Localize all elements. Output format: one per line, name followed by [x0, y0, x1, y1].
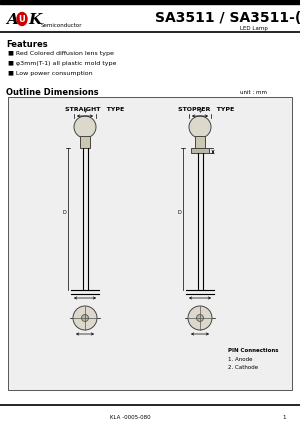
- Text: LED Lamp: LED Lamp: [240, 26, 268, 31]
- Text: KLA -0005-080: KLA -0005-080: [110, 415, 151, 420]
- Text: Semiconductor: Semiconductor: [41, 23, 82, 28]
- Circle shape: [82, 315, 88, 321]
- Text: Outline Dimensions: Outline Dimensions: [6, 88, 99, 97]
- Ellipse shape: [17, 12, 27, 25]
- Circle shape: [73, 306, 97, 330]
- Text: D: D: [62, 210, 66, 215]
- Bar: [195, 136, 205, 148]
- Text: STOPPER   TYPE: STOPPER TYPE: [178, 107, 234, 112]
- Text: unit : mm: unit : mm: [240, 90, 267, 95]
- Text: A: A: [6, 13, 18, 27]
- Text: 1. Anode: 1. Anode: [228, 357, 253, 362]
- Text: SA3511 / SA3511-(B): SA3511 / SA3511-(B): [155, 11, 300, 25]
- Bar: [80, 136, 90, 148]
- Text: K: K: [28, 13, 41, 27]
- Text: φ: φ: [83, 108, 87, 113]
- Text: ■ Red Colored diffusion lens type: ■ Red Colored diffusion lens type: [8, 51, 114, 56]
- Circle shape: [188, 306, 212, 330]
- Text: ■ Low power consumption: ■ Low power consumption: [8, 71, 93, 76]
- Text: D: D: [177, 210, 181, 215]
- Text: STRAIGHT   TYPE: STRAIGHT TYPE: [65, 107, 124, 112]
- Bar: [0, 0, 300, 4]
- Text: φ: φ: [198, 108, 202, 113]
- Text: ■ φ3mm(T-1) all plastic mold type: ■ φ3mm(T-1) all plastic mold type: [8, 61, 116, 66]
- Bar: [191, 148, 209, 153]
- Bar: [8, 97, 292, 390]
- Circle shape: [196, 315, 203, 321]
- Circle shape: [189, 116, 211, 138]
- Circle shape: [74, 116, 96, 138]
- Text: U: U: [19, 14, 26, 23]
- Text: Features: Features: [6, 40, 48, 49]
- Text: PIN Connections: PIN Connections: [228, 348, 278, 353]
- Text: 2. Cathode: 2. Cathode: [228, 365, 258, 370]
- Text: 1: 1: [283, 415, 286, 420]
